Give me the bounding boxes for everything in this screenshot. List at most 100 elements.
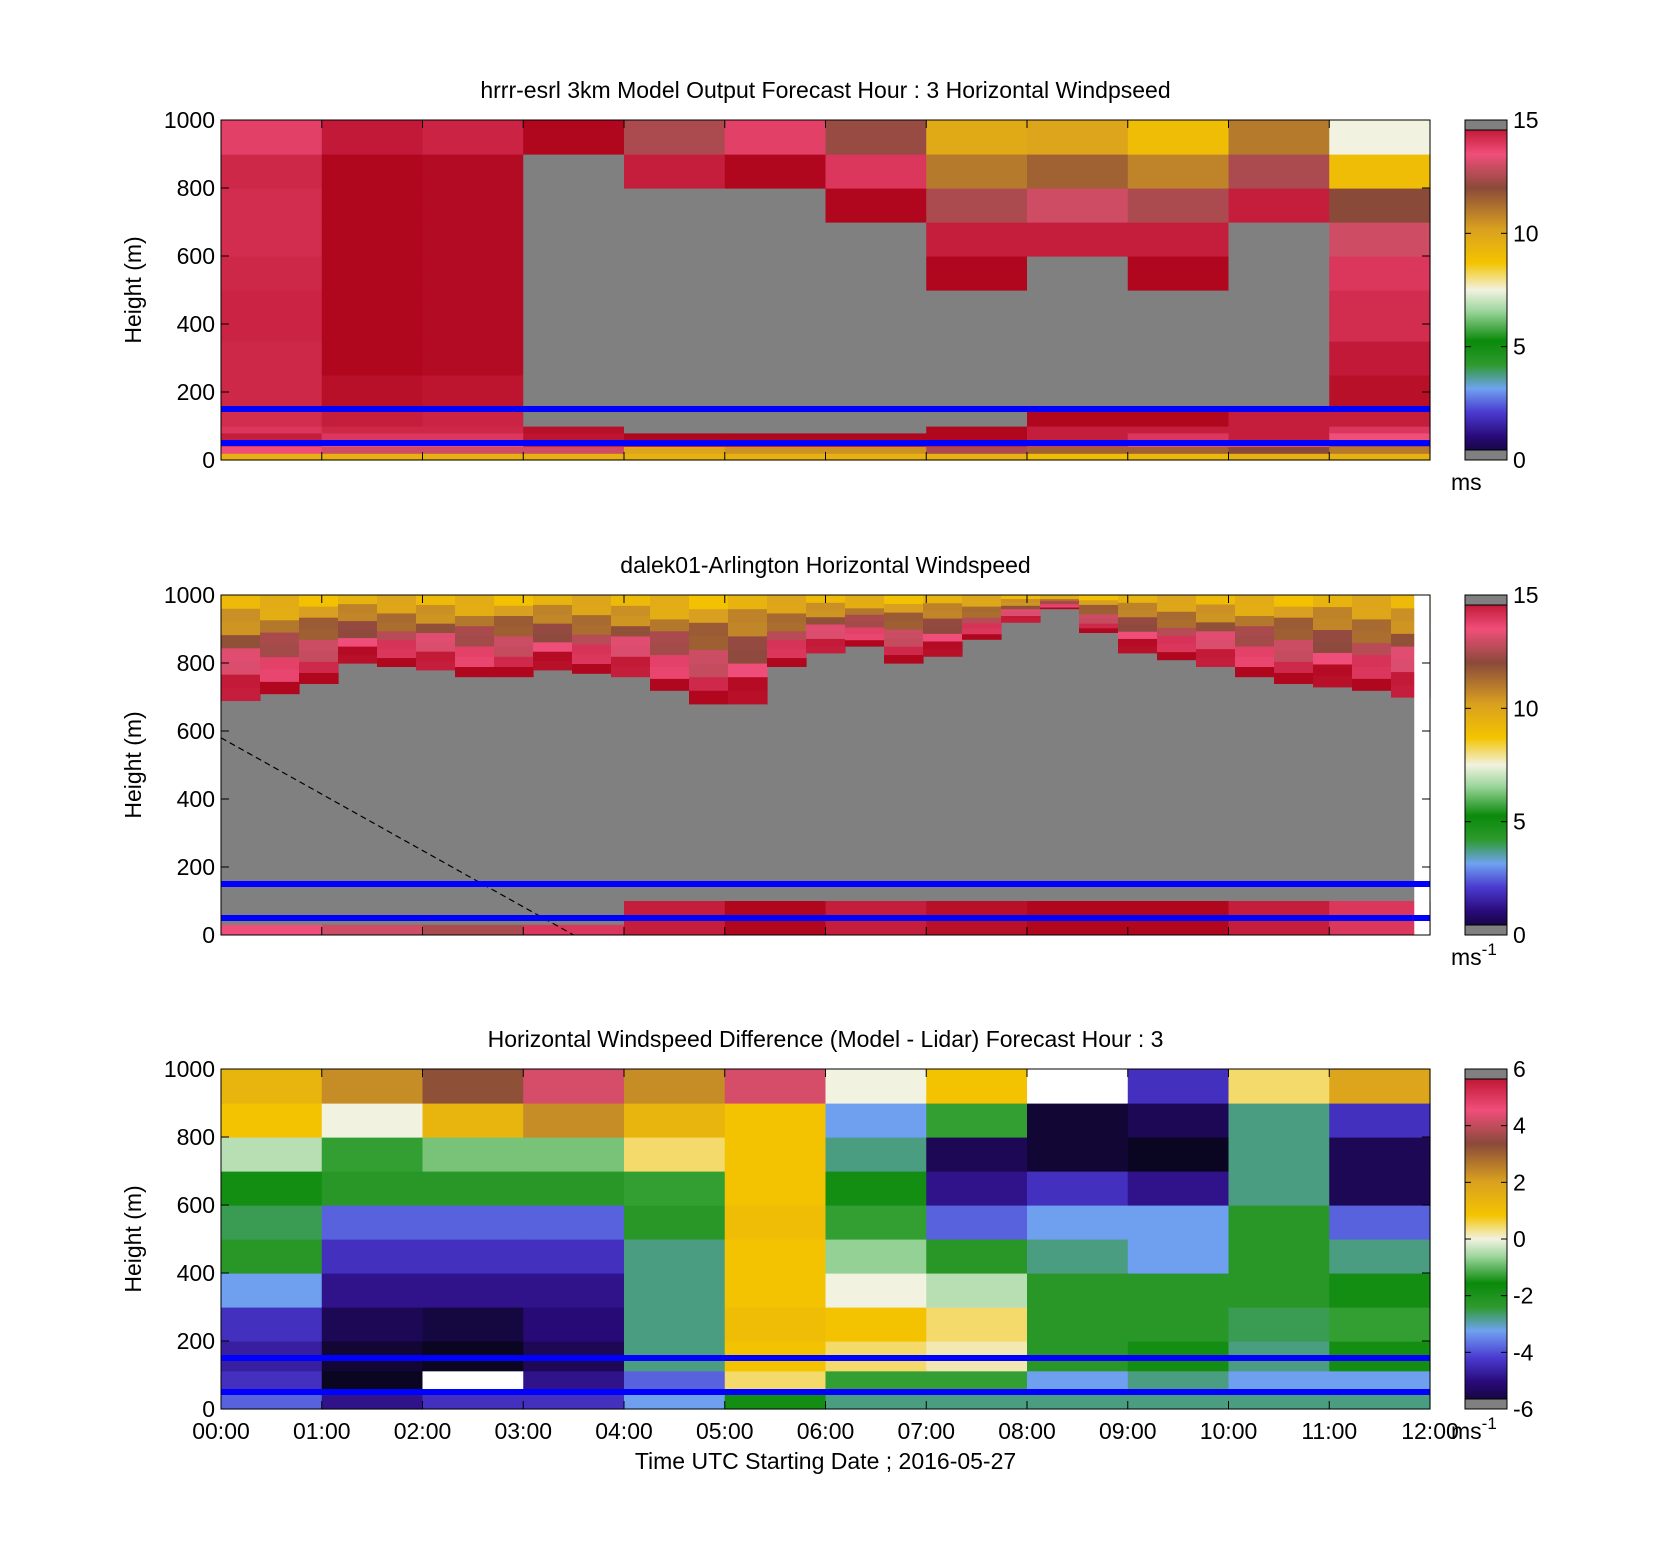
colorbar-tick-label: 0 <box>1513 922 1526 948</box>
heatmap-cell <box>221 634 261 649</box>
heatmap-cell <box>533 632 573 643</box>
heatmap-cell <box>377 648 417 659</box>
heatmap-cell <box>338 620 378 630</box>
colorbar-cap-bottom <box>1464 924 1508 936</box>
heatmap-cell <box>422 446 524 454</box>
y-tick-label: 600 <box>177 1192 215 1218</box>
heatmap-cell <box>1228 341 1330 376</box>
heatmap-cell <box>321 1370 424 1393</box>
heatmap-cell <box>1027 1205 1129 1240</box>
y-tick-label: 200 <box>177 379 215 405</box>
heatmap-cell <box>533 613 573 624</box>
heatmap-cell <box>455 656 495 667</box>
heatmap-cell <box>422 409 524 427</box>
heatmap-cell <box>724 1273 827 1308</box>
heatmap-cell <box>377 595 417 605</box>
no-data-margin <box>1414 595 1430 935</box>
heatmap-cell <box>1274 661 1314 673</box>
heatmap-cell <box>1040 603 1080 606</box>
heatmap-cell <box>572 653 612 665</box>
heatmap-cell <box>689 649 729 664</box>
heatmap-cell <box>689 595 729 610</box>
heatmap-cell <box>624 154 726 189</box>
x-tick-label: 09:00 <box>1099 1418 1157 1444</box>
heatmap-cell <box>1196 612 1236 623</box>
heatmap-cell <box>321 1307 424 1342</box>
heatmap-cell <box>455 595 495 606</box>
heatmap-cell <box>1329 1171 1431 1206</box>
heatmap-cell <box>260 668 300 682</box>
x-tick-label: 00:00 <box>192 1418 250 1444</box>
heatmap-cell <box>624 1307 726 1342</box>
heatmap-cell <box>338 595 378 605</box>
heatmap-cell <box>1329 453 1431 461</box>
heatmap-cell <box>806 638 846 647</box>
heatmap-cell <box>1001 605 1041 610</box>
panel-1: hrrr-esrl 3km Model Output Forecast Hour… <box>120 77 1539 495</box>
heatmap-cell <box>523 1273 625 1308</box>
heatmap-cell <box>624 222 726 257</box>
heatmap-cell <box>299 650 339 662</box>
heatmap-cell <box>728 595 768 610</box>
heatmap-cell <box>825 426 927 434</box>
y-tick-label: 600 <box>177 718 215 744</box>
heatmap-cell <box>1228 256 1330 291</box>
heatmap-cell <box>825 432 927 441</box>
heatmap-cell <box>724 1370 827 1393</box>
heatmap-cell <box>767 595 807 605</box>
heatmap-cell <box>1228 1307 1330 1342</box>
heatmap-cell <box>624 1171 726 1206</box>
heatmap-cell <box>728 676 768 691</box>
heatmap-cell <box>962 606 1002 613</box>
heatmap-cell <box>422 432 524 441</box>
heatmap-cell <box>1118 602 1158 611</box>
heatmap-cell <box>724 1392 827 1410</box>
colorbar: 0 5 10 15 ms-1 <box>1451 582 1539 970</box>
heatmap-cell <box>923 648 963 657</box>
heatmap-cell <box>1027 1239 1129 1274</box>
heatmap-cell <box>422 1392 524 1410</box>
heatmap-cell <box>1027 446 1129 454</box>
heatmap-cell <box>689 635 729 650</box>
heatmap-cell <box>624 290 726 342</box>
y-tick-label: 1000 <box>164 1056 215 1082</box>
x-tick-label: 02:00 <box>394 1418 452 1444</box>
heatmap-cell <box>523 1205 625 1240</box>
heatmap-cell <box>321 1137 424 1172</box>
heatmap-cell <box>260 595 300 608</box>
heatmap-cell <box>494 605 534 616</box>
heatmap-cell <box>1127 1307 1230 1342</box>
heatmap-cell <box>1228 1392 1330 1410</box>
heatmap-cell <box>377 657 417 667</box>
heatmap-cell <box>1313 663 1353 676</box>
heatmap-cell <box>724 1205 827 1240</box>
heatmap-cell <box>845 601 885 609</box>
heatmap-cell <box>422 1307 524 1342</box>
heatmap-cell <box>1196 621 1236 632</box>
heatmap-cell <box>728 635 768 650</box>
heatmap-cell <box>321 188 424 223</box>
x-tick-label: 06:00 <box>797 1418 855 1444</box>
heatmap-cell <box>321 924 424 935</box>
heatmap-cell <box>321 1205 424 1240</box>
heatmap-cell <box>962 628 1002 635</box>
heatmap-cell <box>845 633 885 641</box>
x-tick-label: 04:00 <box>595 1418 653 1444</box>
y-tick-label: 400 <box>177 786 215 812</box>
heatmap-cell <box>624 1273 726 1308</box>
heatmap-cell <box>1274 628 1314 640</box>
heatmap-cell <box>923 617 963 627</box>
heatmap-cell <box>650 630 690 644</box>
heatmap-cell <box>1027 1370 1129 1393</box>
heatmap-cell <box>321 1103 424 1138</box>
heatmap-cell <box>494 666 534 678</box>
x-tick-label: 12:00 <box>1401 1418 1459 1444</box>
heatmap-cell <box>650 666 690 679</box>
heatmap-cell <box>299 606 339 618</box>
heatmap-cell <box>494 595 534 606</box>
heatmap-cell <box>806 602 846 611</box>
heatmap-cell <box>1027 1392 1129 1410</box>
heatmap-cell <box>1001 598 1041 603</box>
heatmap-cell <box>1352 630 1392 644</box>
heatmap-cell <box>1352 666 1392 679</box>
